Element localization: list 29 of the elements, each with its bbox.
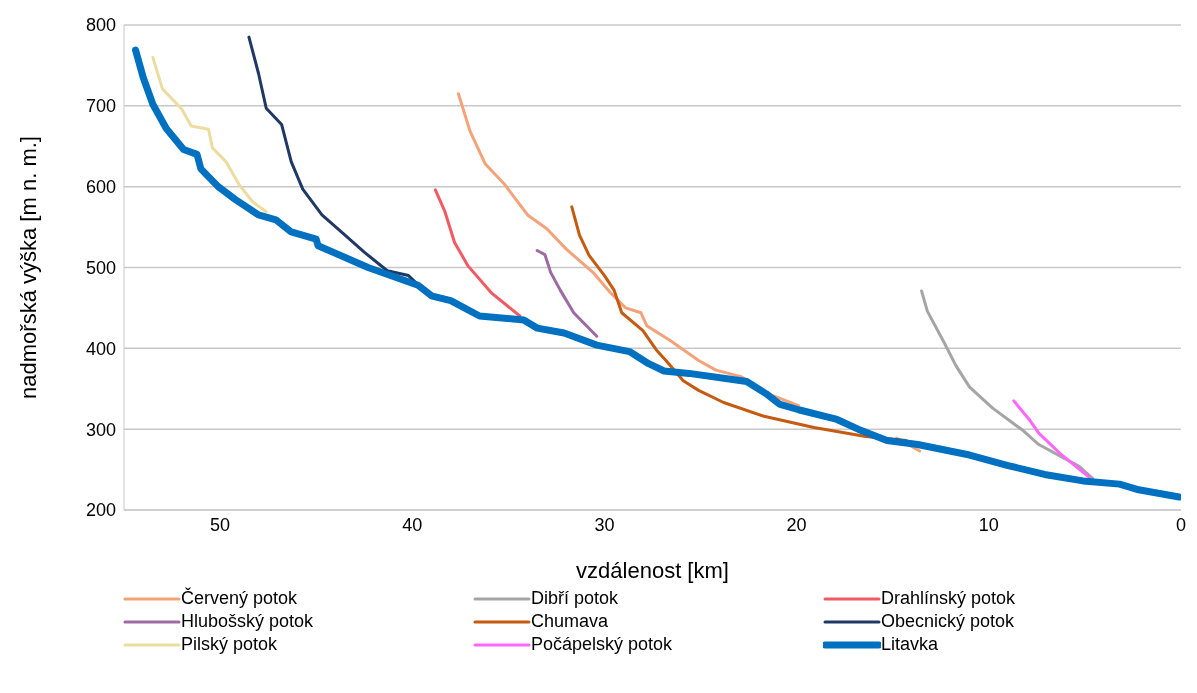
line-series [920, 289, 1095, 480]
y-tick-label: 600 [85, 177, 116, 198]
x-tick-label: 50 [210, 514, 231, 535]
legend-label: Pilský potok [181, 634, 278, 655]
x-tick-label: 40 [402, 514, 423, 535]
y-tick-label: 500 [85, 257, 116, 278]
legend-label: Litavka [881, 634, 939, 655]
legend-label: Chumava [531, 611, 609, 632]
y-axis-title: nadmořská výška [m n. m.] [15, 136, 41, 399]
legend-label: Počápelský potok [531, 634, 673, 655]
y-tick-label: 200 [85, 500, 116, 521]
y-tick-label: 800 [85, 15, 116, 36]
legend-label: Hlubošský potok [181, 611, 314, 632]
line-series [1012, 399, 1091, 479]
x-tick-label: 20 [786, 514, 807, 535]
y-tick-label: 400 [85, 338, 116, 359]
line-series [535, 249, 599, 338]
y-tick-label: 700 [85, 96, 116, 117]
x-tick-label: 0 [1175, 514, 1187, 535]
legend-label: Drahlínský potok [881, 588, 1016, 609]
legend-label: Dibří potok [531, 588, 619, 609]
x-axis-title: vzdálenost [km] [576, 558, 729, 583]
x-tick-label: 30 [594, 514, 615, 535]
x-tick-label: 10 [978, 514, 999, 535]
y-tick-label: 300 [85, 419, 116, 440]
legend-label: Červený potok [181, 588, 298, 609]
legend-label: Obecnický potok [881, 611, 1015, 632]
line-series [433, 188, 522, 318]
line-series [151, 55, 268, 214]
